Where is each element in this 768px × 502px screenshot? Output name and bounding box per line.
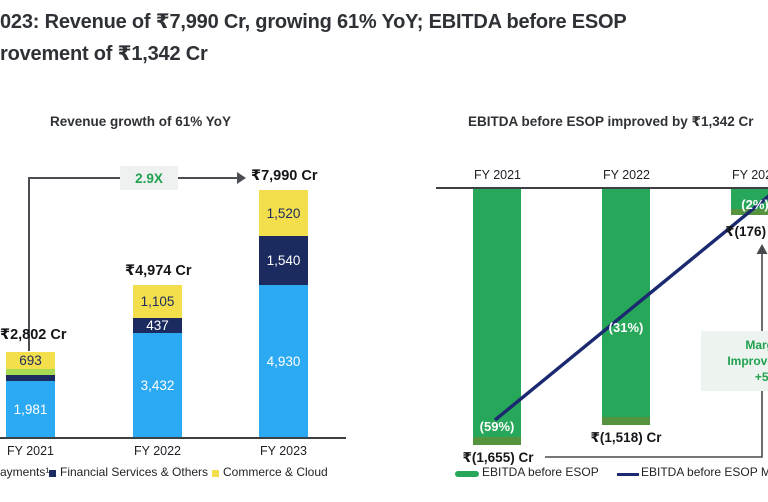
bar-fy2021-payments: 1,981 (6, 381, 55, 438)
bar-fy2022-financial: 437 (133, 318, 182, 333)
bar-fy2023-commerce: 1,520 (259, 190, 308, 236)
callout-arrow-line (178, 177, 238, 179)
margin-improvement-callout: Margin Improvement +57 (701, 331, 768, 391)
growth-multiplier-badge: 2.9X (120, 166, 178, 190)
ebitda-bar-fy2021-edge (473, 437, 521, 445)
ebitda-tick-fy2021: FY 2021 (473, 168, 522, 182)
ebitda-bar-fy2022-edge (602, 417, 650, 425)
headline-line-1: 023: Revenue of ₹7,990 Cr, growing 61% Y… (0, 11, 627, 33)
headline-line-2: rovement of ₹1,342 Cr (0, 43, 208, 65)
revenue-x-axis (0, 437, 346, 439)
bar-fy2021-financial (6, 375, 55, 381)
margin-label-fy2021: (59%) (479, 419, 515, 434)
margin-label-fy2022: (31%) (608, 320, 644, 335)
legend-payments: ayments¹ (0, 465, 50, 479)
callout-horizontal-line (28, 177, 120, 179)
ebitda-chart-title: EBITDA before ESOP improved by ₹1,342 Cr (468, 114, 754, 129)
ebitda-value-fy2023: ₹(176) Cr (725, 224, 768, 239)
bar-fy2022-payments: 3,432 (133, 333, 182, 438)
ebitda-tick-fy2023: FY 2023 (731, 168, 768, 182)
revenue-tick-fy2022: FY 2022 (133, 444, 182, 458)
legend-ebitda-bar-swatch (455, 471, 479, 477)
bar-fy2021-commerce: 693 (6, 352, 55, 369)
ebitda-tick-fy2022: FY 2022 (602, 168, 651, 182)
legend-financial: Financial Services & Others (60, 465, 209, 479)
margin-improvement-line2: Improvement (727, 354, 768, 368)
margin-improvement-line1: Margin (745, 338, 768, 352)
legend-margin-line: EBITDA before ESOP Margin (641, 465, 768, 479)
callout-vertical-line (28, 177, 30, 351)
legend-ebitda-bar: EBITDA before ESOP (482, 465, 599, 479)
total-fy2022: ₹4,974 Cr (125, 263, 192, 279)
ebitda-value-fy2022: ₹(1,518) Cr (590, 430, 662, 445)
total-fy2023: ₹7,990 Cr (251, 168, 318, 184)
right-arrow-icon (237, 172, 246, 184)
bar-fy2023-financial: 1,540 (259, 236, 308, 285)
legend-commerce-swatch (212, 470, 219, 477)
bar-fy2023-payments: 4,930 (259, 285, 308, 438)
legend-margin-line-swatch (617, 473, 639, 476)
bar-fy2022-commerce: 1,105 (133, 285, 182, 318)
revenue-tick-fy2023: FY 2023 (259, 444, 308, 458)
bar-fy2021-divider (6, 369, 55, 375)
ebitda-value-fy2021: ₹(1,655) Cr (462, 450, 534, 465)
legend-financial-swatch (49, 470, 56, 477)
margin-improvement-line3: +57 (754, 370, 768, 384)
total-fy2021: ₹2,802 Cr (0, 327, 67, 343)
margin-label-fy2023: (2%) (741, 197, 768, 212)
revenue-chart-title: Revenue growth of 61% YoY (50, 114, 232, 129)
revenue-tick-fy2021: FY 2021 (6, 444, 55, 458)
ebitda-bar-fy2022 (602, 189, 650, 417)
legend-commerce: Commerce & Cloud (223, 465, 328, 479)
ebitda-bar-fy2021 (473, 189, 521, 437)
ebitda-zero-axis (436, 187, 768, 189)
